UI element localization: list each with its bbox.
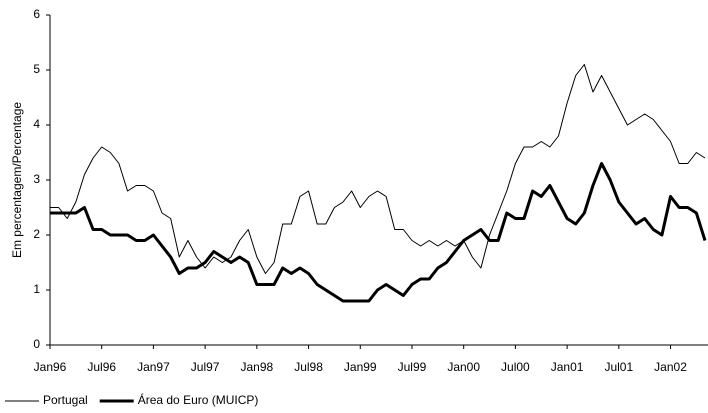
x-tick-label: Jan99: [344, 360, 377, 374]
x-tick-label: Jul97: [191, 360, 220, 374]
x-tick-label: Jul99: [398, 360, 427, 374]
x-tick-label: Jan01: [551, 360, 584, 374]
y-tick-label: 3: [33, 172, 40, 186]
y-axis-label: Em percentagem/Percentage: [10, 102, 24, 258]
x-tick-label: Jul96: [87, 360, 116, 374]
series-line: [50, 162, 707, 303]
x-tick-label: Jan97: [137, 360, 170, 374]
x-tick-label: Jan02: [654, 360, 687, 374]
x-tick-label: Jan96: [34, 360, 67, 374]
x-tick-label: Jul01: [604, 360, 633, 374]
y-tick-label: 0: [33, 337, 40, 351]
series-line: [50, 64, 706, 274]
y-tick-label: 6: [33, 7, 40, 21]
x-tick-label: Jul00: [501, 360, 530, 374]
x-tick-label: Jan98: [240, 360, 273, 374]
x-tick-label: Jan00: [447, 360, 480, 374]
y-tick-label: 1: [33, 282, 40, 296]
y-tick-label: 5: [33, 62, 40, 76]
legend-label: Área do Euro (MUICP): [138, 392, 259, 407]
legend-label: Portugal: [43, 393, 88, 407]
y-tick-label: 4: [33, 117, 40, 131]
x-tick-label: Jul98: [294, 360, 323, 374]
y-tick-label: 2: [33, 227, 40, 241]
